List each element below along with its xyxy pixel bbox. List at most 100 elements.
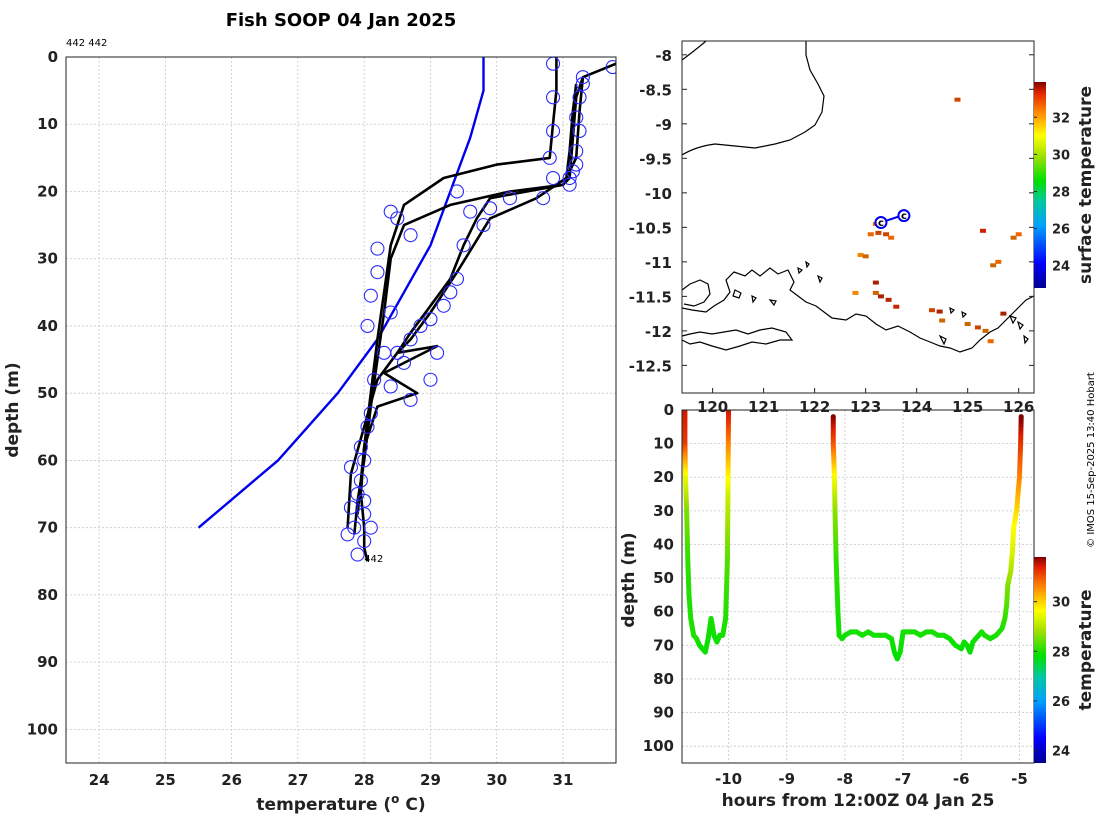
colorbar-temperature-ticks: 24 26 28 30 — [1034, 596, 1070, 760]
data-point — [403, 392, 418, 407]
map-x-axis: 120 121 122 123 124 125 126 — [697, 388, 1034, 416]
map-x-tick-label: 124 — [901, 398, 932, 416]
sst-point — [872, 290, 879, 295]
sst-point — [1010, 235, 1017, 240]
colorbar-temperature-label: temperature — [1076, 589, 1096, 710]
data-point — [423, 372, 438, 387]
plot-frame — [65, 56, 617, 764]
copyright-text: © IMOS 15-Sep-2025 13:40 Hobart — [1086, 372, 1097, 548]
data-point — [340, 527, 355, 542]
coastline-west — [682, 41, 707, 61]
data-point — [423, 312, 438, 327]
data-point — [430, 345, 445, 360]
data-point — [476, 218, 491, 233]
section-y-axis: 0 10 20 30 40 50 60 70 80 90 100 — [643, 401, 674, 755]
sst-point — [867, 232, 874, 237]
colorbar-tick-label: 24 — [1052, 260, 1070, 275]
data-point — [360, 318, 375, 334]
ship-track: cc — [874, 209, 911, 230]
y-axis-label: depth (m) — [3, 362, 23, 457]
data-point — [575, 76, 590, 91]
series-line-profile-4 — [356, 83, 578, 515]
data-point — [363, 406, 378, 421]
sst-point — [883, 232, 890, 237]
map-y-tick-label: -10.5 — [629, 219, 672, 237]
section-point — [1018, 414, 1024, 420]
data-point — [569, 110, 584, 125]
map-x-tick-label: 123 — [850, 398, 881, 416]
colorbar-tick-label: 26 — [1052, 695, 1070, 710]
colorbar-tick-label: 30 — [1052, 148, 1070, 163]
data-point — [363, 520, 378, 535]
data-point — [357, 453, 372, 468]
sst-point — [872, 280, 879, 285]
data-point — [545, 90, 561, 105]
series-line-profile-3 — [346, 76, 585, 528]
data-point — [370, 241, 385, 256]
colorbar-tick-label: 28 — [1052, 185, 1070, 200]
data-point — [363, 288, 378, 303]
section-x-tick-label: -7 — [895, 770, 912, 788]
series-line-profile-1 — [359, 57, 558, 562]
x-axis-label-sup: o — [391, 792, 399, 806]
data-point — [353, 473, 368, 488]
map-y-tick-label: -8 — [655, 47, 672, 65]
map-x-tick-label: 126 — [1003, 398, 1034, 416]
sst-point — [875, 230, 882, 235]
track-marker — [874, 216, 888, 230]
sst-point — [877, 294, 884, 299]
section-point — [725, 410, 732, 413]
data-point — [343, 460, 358, 475]
chart-title: Fish SOOP 04 Jan 2025 — [226, 10, 457, 31]
colorbar-surface — [1034, 82, 1046, 288]
data-point — [370, 265, 385, 280]
colorbar-temperature — [1034, 557, 1046, 763]
map-y-tick-label: -12 — [645, 323, 672, 341]
sst-point — [888, 235, 895, 240]
x-axis-label-main: temperature ( — [256, 795, 391, 815]
y-tick-label: 20 — [37, 182, 58, 200]
data-point — [565, 164, 580, 179]
track-marker — [897, 209, 911, 223]
section-y-tick-label: 50 — [653, 569, 674, 587]
y-tick-label: 10 — [37, 115, 58, 133]
section-x-tick-label: -5 — [1011, 770, 1028, 788]
data-point — [536, 191, 551, 206]
sst-point — [990, 263, 997, 268]
map-area: cc — [682, 41, 1034, 393]
data-point — [575, 70, 590, 85]
map-x-tick-label: 122 — [799, 398, 830, 416]
map-x-tick-label: 121 — [748, 398, 779, 416]
sst-point — [1000, 311, 1007, 316]
y-tick-label: 50 — [37, 384, 58, 402]
section-y-tick-label: 0 — [664, 401, 674, 419]
y-tick-label: 0 — [48, 48, 58, 66]
x-tick-label: 30 — [486, 771, 507, 789]
data-point — [443, 285, 458, 300]
x-tick-label: 27 — [287, 771, 308, 789]
plot-area: 442 — [197, 57, 616, 565]
x-tick-label: 29 — [420, 771, 441, 789]
data-point — [413, 318, 428, 334]
section-frame — [681, 409, 1035, 764]
data-point — [357, 534, 372, 549]
data-point — [360, 419, 375, 434]
data-point — [383, 379, 398, 394]
data-point — [456, 238, 471, 253]
sst-point — [928, 308, 935, 313]
section-y-tick-label: 10 — [653, 435, 674, 453]
sst-point — [954, 97, 961, 102]
colorbar-surface-label: surface temperature — [1076, 86, 1096, 284]
series-line-profile-2 — [353, 62, 616, 535]
data-point — [436, 298, 451, 313]
x-axis-label: temperature (o C) — [256, 792, 425, 815]
sst-point — [885, 297, 892, 302]
map-y-tick-label: -9.5 — [639, 150, 672, 168]
sst-point — [982, 328, 989, 333]
section-y-tick-label: 30 — [653, 502, 674, 520]
section-x-tick-label: -10 — [715, 770, 742, 788]
grid — [682, 409, 1034, 763]
track-marker-label: c — [901, 211, 907, 222]
colorbar-tick-label: 28 — [1052, 645, 1070, 660]
x-tick-label: 24 — [89, 771, 110, 789]
